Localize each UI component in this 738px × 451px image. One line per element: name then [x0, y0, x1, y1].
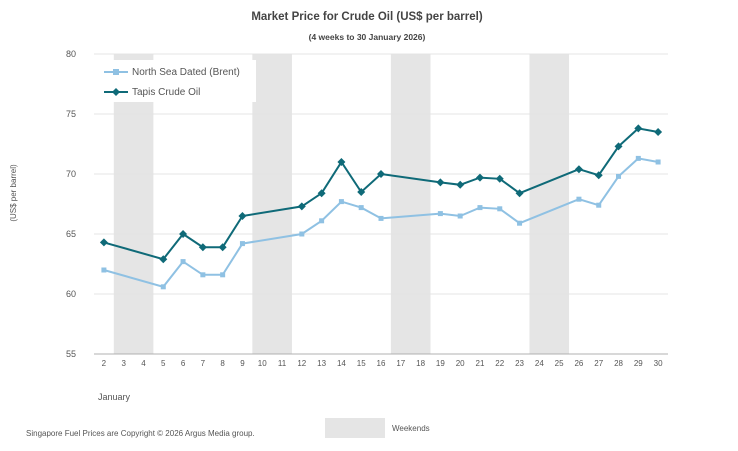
point-brent-15	[358, 205, 364, 211]
point-tapis-16	[377, 170, 385, 178]
point-tapis-23	[515, 189, 524, 198]
point-brent-9	[239, 241, 245, 247]
x-tick-label-10: 10	[258, 359, 267, 368]
point-tapis-21	[475, 173, 484, 182]
point-tapis-2	[99, 238, 108, 247]
point-brent-5	[160, 284, 166, 290]
point-brent-6	[180, 259, 186, 265]
x-tick-label-21: 21	[476, 359, 485, 368]
point-brent-26	[576, 196, 582, 202]
y-tick-label-65: 65	[66, 229, 76, 239]
y-tick-label-55: 55	[66, 349, 76, 359]
x-tick-label-28: 28	[614, 359, 623, 368]
legend-marker-brent	[113, 69, 119, 75]
x-tick-label-27: 27	[594, 359, 603, 368]
point-brent-20	[457, 213, 463, 219]
x-tick-label-12: 12	[297, 359, 306, 368]
weekend-legend: Weekends	[325, 418, 430, 438]
point-tapis-30	[654, 128, 663, 136]
x-tick-label-25: 25	[555, 359, 564, 368]
y-tick-label-60: 60	[66, 289, 76, 299]
point-tapis-12	[297, 202, 306, 211]
weekend-band-2	[252, 54, 292, 354]
x-tick-label-5: 5	[161, 359, 166, 368]
legend-background	[98, 60, 256, 102]
x-tick-label-15: 15	[357, 359, 366, 368]
point-tapis-13	[317, 189, 326, 198]
point-tapis-14	[337, 158, 346, 166]
y-axis-label: (US$ per barrel)	[9, 164, 18, 222]
x-tick-label-29: 29	[634, 359, 643, 368]
point-tapis-26	[574, 165, 583, 174]
chart-title: Market Price for Crude Oil (US$ per barr…	[251, 11, 483, 23]
point-brent-7	[200, 272, 206, 278]
x-tick-label-6: 6	[181, 359, 186, 368]
legend: North Sea Dated (Brent) Tapis Crude Oil	[98, 60, 256, 102]
series-line-tapis	[103, 127, 659, 261]
point-brent-14	[338, 199, 344, 205]
point-tapis-15	[357, 188, 366, 196]
point-brent-22	[497, 206, 503, 212]
weekend-band-1	[113, 54, 154, 354]
point-brent-16	[378, 215, 384, 221]
point-brent-13	[319, 218, 325, 224]
x-tick-label-18: 18	[416, 359, 425, 368]
point-tapis-28	[614, 142, 623, 151]
weekend-swatch	[325, 418, 385, 438]
x-tick-label-16: 16	[377, 359, 386, 368]
x-tick-label-19: 19	[436, 359, 445, 368]
x-tick-label-26: 26	[574, 359, 583, 368]
point-brent-2	[101, 267, 107, 273]
legend-marker-tapis	[112, 88, 120, 96]
point-brent-23	[517, 220, 523, 226]
x-tick-label-23: 23	[515, 359, 524, 368]
x-tick-label-4: 4	[141, 359, 146, 368]
y-tick-label-80: 80	[66, 49, 76, 59]
x-axis-label: January	[98, 392, 131, 402]
x-tick-label-11: 11	[278, 359, 287, 368]
point-tapis-29	[634, 124, 643, 133]
point-brent-8	[220, 272, 226, 278]
point-tapis-5	[159, 255, 168, 264]
point-tapis-19	[436, 178, 445, 187]
point-brent-30	[655, 159, 661, 165]
point-brent-19	[437, 211, 443, 217]
point-tapis-20	[456, 180, 465, 189]
x-tick-label-2: 2	[102, 359, 107, 368]
copyright-notice: Singapore Fuel Prices are Copyright © 20…	[26, 429, 255, 438]
point-tapis-22	[495, 174, 504, 183]
x-tick-label-3: 3	[121, 359, 126, 368]
point-brent-12	[299, 231, 305, 237]
point-tapis-7	[198, 243, 207, 252]
x-tick-label-17: 17	[396, 359, 405, 368]
x-tick-label-8: 8	[220, 359, 225, 368]
chart-subtitle: (4 weeks to 30 January 2026)	[309, 32, 426, 42]
weekend-label: Weekends	[392, 424, 430, 433]
x-tick-label-13: 13	[317, 359, 326, 368]
x-tick-label-22: 22	[495, 359, 504, 368]
x-tick-label-30: 30	[654, 359, 663, 368]
point-brent-28	[616, 173, 622, 179]
legend-label-brent: North Sea Dated (Brent)	[132, 67, 240, 78]
point-tapis-6	[179, 230, 188, 238]
x-tick-label-14: 14	[337, 359, 346, 368]
series-lines	[99, 124, 663, 290]
x-tick-label-7: 7	[201, 359, 206, 368]
point-brent-29	[635, 155, 641, 161]
x-tick-label-20: 20	[456, 359, 465, 368]
point-tapis-8	[218, 243, 227, 252]
point-tapis-9	[238, 212, 247, 220]
point-brent-27	[596, 202, 602, 208]
weekend-band-4	[529, 54, 570, 354]
y-tick-label-70: 70	[66, 169, 76, 179]
point-brent-21	[477, 205, 483, 211]
point-tapis-27	[594, 171, 603, 180]
weekend-shading	[113, 54, 570, 354]
y-tick-label-75: 75	[66, 109, 76, 119]
x-tick-label-9: 9	[240, 359, 245, 368]
legend-label-tapis: Tapis Crude Oil	[132, 87, 200, 98]
weekend-band-3	[390, 54, 431, 354]
x-tick-label-24: 24	[535, 359, 544, 368]
